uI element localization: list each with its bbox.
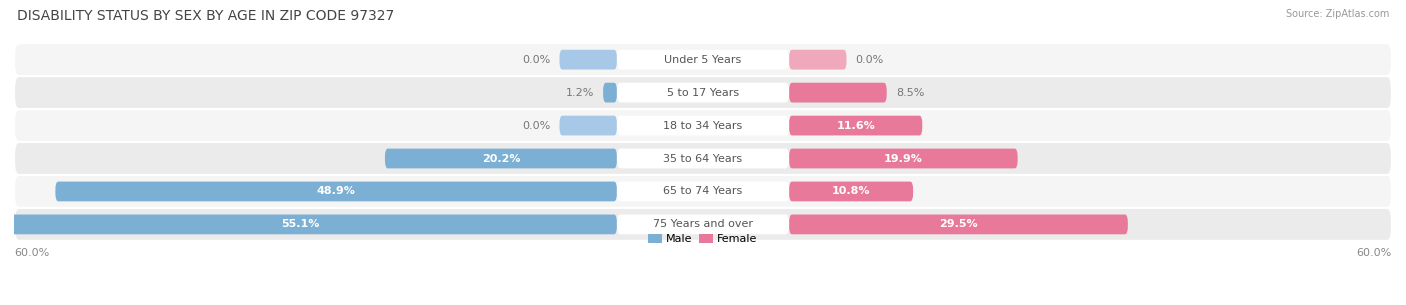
Text: 0.0%: 0.0%: [522, 120, 550, 131]
FancyBboxPatch shape: [560, 50, 617, 70]
FancyBboxPatch shape: [14, 208, 1392, 241]
Text: 11.6%: 11.6%: [837, 120, 875, 131]
Text: 65 to 74 Years: 65 to 74 Years: [664, 186, 742, 196]
FancyBboxPatch shape: [617, 181, 789, 201]
FancyBboxPatch shape: [14, 109, 1392, 142]
Text: 0.0%: 0.0%: [522, 55, 550, 65]
Text: 35 to 64 Years: 35 to 64 Years: [664, 153, 742, 163]
Text: 60.0%: 60.0%: [1357, 248, 1392, 258]
Text: 19.9%: 19.9%: [884, 153, 922, 163]
FancyBboxPatch shape: [385, 149, 617, 168]
FancyBboxPatch shape: [14, 76, 1392, 109]
FancyBboxPatch shape: [14, 142, 1392, 175]
FancyBboxPatch shape: [789, 116, 922, 135]
Text: DISABILITY STATUS BY SEX BY AGE IN ZIP CODE 97327: DISABILITY STATUS BY SEX BY AGE IN ZIP C…: [17, 9, 394, 23]
Text: 10.8%: 10.8%: [832, 186, 870, 196]
FancyBboxPatch shape: [617, 214, 789, 234]
Text: 55.1%: 55.1%: [281, 219, 319, 229]
Text: 8.5%: 8.5%: [896, 88, 924, 98]
FancyBboxPatch shape: [617, 50, 789, 70]
FancyBboxPatch shape: [789, 50, 846, 70]
Text: 0.0%: 0.0%: [856, 55, 884, 65]
Text: Under 5 Years: Under 5 Years: [665, 55, 741, 65]
FancyBboxPatch shape: [789, 181, 912, 201]
FancyBboxPatch shape: [0, 214, 617, 234]
Text: 75 Years and over: 75 Years and over: [652, 219, 754, 229]
FancyBboxPatch shape: [14, 43, 1392, 76]
FancyBboxPatch shape: [603, 83, 617, 102]
Text: 18 to 34 Years: 18 to 34 Years: [664, 120, 742, 131]
FancyBboxPatch shape: [617, 149, 789, 168]
FancyBboxPatch shape: [789, 83, 887, 102]
Text: 1.2%: 1.2%: [565, 88, 593, 98]
Text: 60.0%: 60.0%: [14, 248, 49, 258]
Text: 5 to 17 Years: 5 to 17 Years: [666, 88, 740, 98]
Text: 20.2%: 20.2%: [482, 153, 520, 163]
Legend: Male, Female: Male, Female: [644, 229, 762, 249]
FancyBboxPatch shape: [617, 83, 789, 102]
FancyBboxPatch shape: [617, 116, 789, 135]
Text: 48.9%: 48.9%: [316, 186, 356, 196]
FancyBboxPatch shape: [789, 214, 1128, 234]
FancyBboxPatch shape: [789, 149, 1018, 168]
Text: Source: ZipAtlas.com: Source: ZipAtlas.com: [1285, 9, 1389, 19]
Text: 29.5%: 29.5%: [939, 219, 977, 229]
FancyBboxPatch shape: [14, 175, 1392, 208]
FancyBboxPatch shape: [560, 116, 617, 135]
FancyBboxPatch shape: [55, 181, 617, 201]
